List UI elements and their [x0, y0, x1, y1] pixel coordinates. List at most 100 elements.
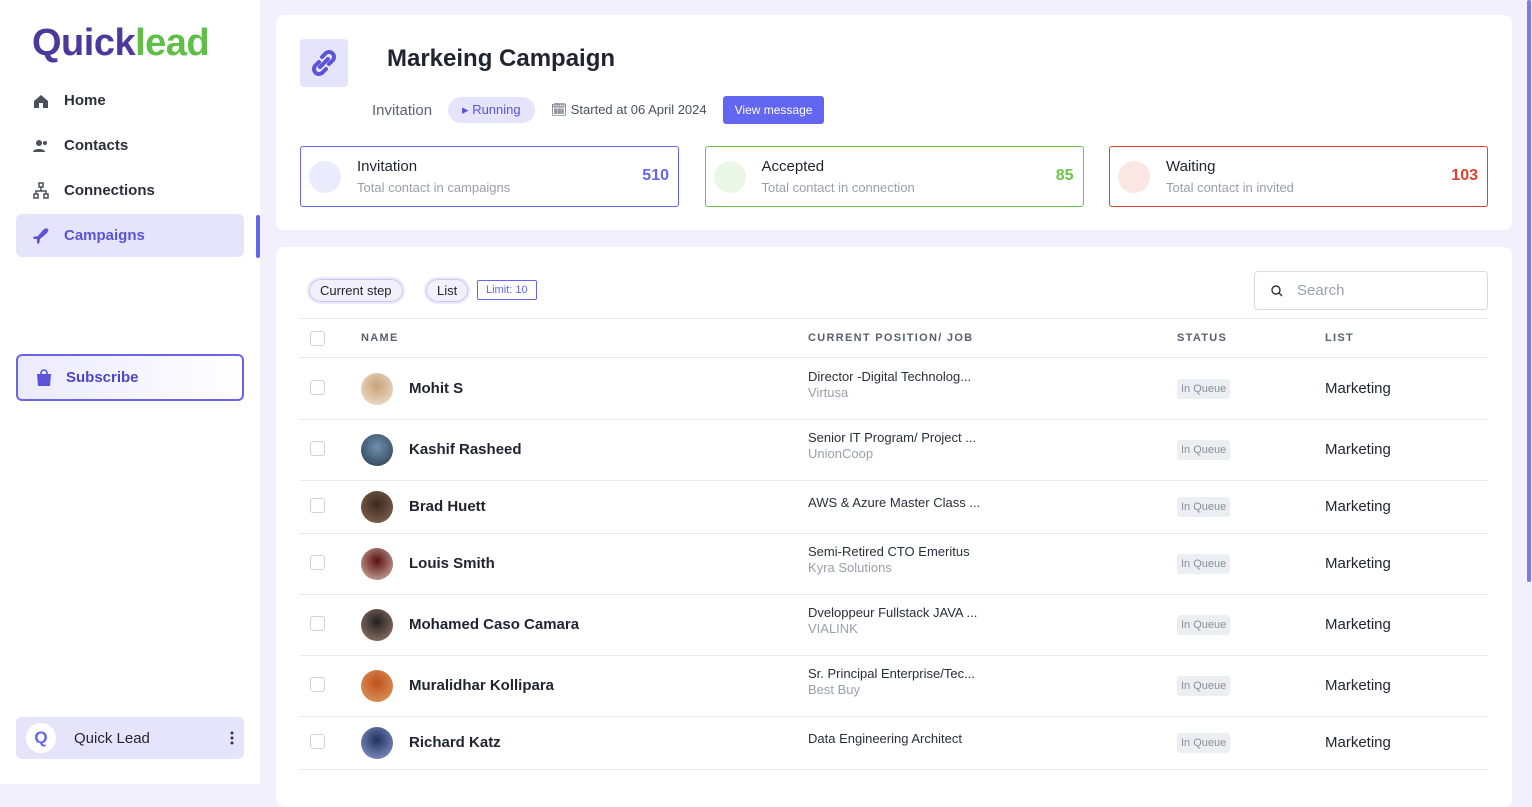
stat-card: Accepted Total contact in connection 85 — [704, 146, 1084, 207]
divider — [300, 318, 1488, 319]
contact-name: Brad Huett — [409, 497, 486, 515]
stat-card: Invitation Total contact in campaigns 510 — [300, 146, 679, 207]
list-name: Marketing — [1325, 676, 1391, 694]
stat-icon — [309, 161, 341, 193]
table-row[interactable]: Richard Katz Data Engineering Architect In… — [276, 716, 1512, 769]
account[interactable]: Q Quick Lead — [16, 717, 244, 759]
stat-value: 510 — [642, 167, 669, 184]
avatar — [361, 547, 393, 580]
list-name: Marketing — [1325, 733, 1391, 751]
active-indicator — [256, 215, 260, 258]
nav-item[interactable]: Campaigns — [16, 214, 244, 257]
view-message-button[interactable]: View message — [722, 96, 825, 124]
column-header: CURRENT POSITION/ JOB — [808, 332, 974, 344]
nav-icon — [34, 94, 48, 108]
nav-icon — [33, 139, 47, 152]
account-initial: Q — [26, 723, 56, 753]
position: Semi-Retired CTO Emeritus — [808, 543, 970, 559]
stat-value: 103 — [1451, 167, 1478, 184]
nav-label: Campaigns — [64, 227, 145, 244]
position: Sr. Principal Enterprise/Tec... — [808, 665, 975, 681]
table-row[interactable]: Louis Smith Semi-Retired CTO Emeritus Kyra… — [276, 533, 1512, 594]
table-row[interactable]: Mohit S Director -Digital Technolog... Vir… — [276, 358, 1512, 419]
status-badge: In Queue — [1177, 378, 1231, 399]
contact-name: Richard Katz — [409, 733, 501, 751]
divider — [300, 357, 1488, 358]
row-checkbox[interactable] — [310, 554, 325, 570]
campaign-meta: Invitation ▸ Running 🗓 Started at 06 Apr… — [372, 96, 825, 124]
table-row[interactable]: Kashif Rasheed Senior IT Program/ Project… — [276, 419, 1512, 480]
tab[interactable]: List — [423, 277, 471, 304]
tab[interactable]: Current step — [307, 277, 405, 304]
table-row[interactable]: Mohamed Caso Camara Dveloppeur Fullstack … — [276, 594, 1512, 655]
nav-item[interactable]: Connections — [16, 169, 244, 212]
start-date-text: Started at 06 April 2024 — [570, 102, 707, 117]
account-name: Quick Lead — [74, 729, 150, 747]
divider — [300, 594, 1488, 595]
avatar — [361, 608, 393, 641]
nav-icon — [33, 227, 49, 244]
company: VIALINK — [808, 620, 858, 636]
logo-part: lead — [135, 22, 210, 64]
contact-name: Mohit S — [409, 379, 464, 397]
divider — [300, 769, 1488, 770]
stat-subtitle: Total contact in connection — [761, 180, 915, 195]
table-row[interactable]: Muralidhar Kollipara Sr. Principal Enterp… — [276, 655, 1512, 716]
position: Data Engineering Architect — [808, 730, 962, 746]
stat-icon — [713, 161, 746, 193]
search-placeholder: Search — [1297, 282, 1345, 299]
status-pill: ▸ Running — [448, 97, 535, 123]
list-name: Marketing — [1325, 440, 1391, 458]
logo-part: Quick — [32, 22, 136, 64]
menu-dots[interactable] — [230, 731, 234, 745]
list-name: Marketing — [1325, 497, 1391, 515]
stat-subtitle: Total contact in campaigns — [357, 180, 511, 195]
table-row[interactable]: Brad Huett AWS & Azure Master Class ... In… — [276, 480, 1512, 533]
status-badge: In Queue — [1177, 496, 1231, 517]
company: Virtusa — [808, 384, 849, 400]
nav-item[interactable]: Home — [16, 79, 244, 122]
divider — [300, 655, 1488, 656]
select-all[interactable] — [310, 331, 325, 346]
position: Dveloppeur Fullstack JAVA ... — [808, 604, 978, 620]
row-checkbox[interactable] — [310, 615, 325, 631]
row-checkbox[interactable] — [310, 497, 325, 513]
position: AWS & Azure Master Class ... — [808, 494, 981, 510]
status-badge: In Queue — [1177, 553, 1231, 574]
status-badge: In Queue — [1177, 732, 1231, 753]
column-header: NAME — [361, 332, 399, 344]
nav-item[interactable]: Contacts — [16, 124, 244, 167]
status-badge: In Queue — [1177, 614, 1231, 635]
subscribe-button[interactable]: Subscribe — [16, 354, 244, 401]
sidebar: Quicklead Home Contacts Connections Campaig… — [0, 0, 260, 784]
stat-title: Accepted — [761, 158, 825, 175]
nav-label: Home — [64, 92, 106, 109]
avatar — [361, 433, 393, 466]
stat-icon — [1118, 161, 1150, 193]
avatar — [361, 669, 393, 702]
campaign-card: Markeing Campaign Invitation ▸ Running 🗓… — [276, 15, 1512, 230]
divider — [300, 419, 1488, 420]
campaign-title: Markeing Campaign — [387, 45, 616, 72]
search-box[interactable]: Search — [1254, 271, 1488, 310]
bag-icon — [37, 368, 51, 386]
row-checkbox[interactable] — [310, 676, 325, 692]
stat-subtitle: Total contact in invited — [1166, 180, 1294, 195]
contact-name: Muralidhar Kollipara — [409, 676, 555, 694]
logo[interactable]: Quicklead — [32, 22, 210, 65]
status-badge: In Queue — [1177, 439, 1231, 460]
avatar — [361, 726, 393, 759]
scrollbar[interactable] — [1527, 0, 1531, 582]
row-checkbox[interactable] — [310, 733, 325, 749]
contact-name: Louis Smith — [409, 554, 495, 572]
row-checkbox[interactable] — [310, 440, 325, 456]
row-checkbox[interactable] — [310, 379, 325, 395]
stat-card: Waiting Total contact in invited 103 — [1109, 146, 1488, 207]
start-date: 🗓 Started at 06 April 2024 — [550, 102, 707, 117]
avatar — [361, 490, 393, 523]
search-icon — [1271, 284, 1283, 296]
contact-name: Mohamed Caso Camara — [409, 615, 580, 633]
list-name: Marketing — [1325, 615, 1391, 633]
stat-value: 85 — [1055, 167, 1074, 184]
